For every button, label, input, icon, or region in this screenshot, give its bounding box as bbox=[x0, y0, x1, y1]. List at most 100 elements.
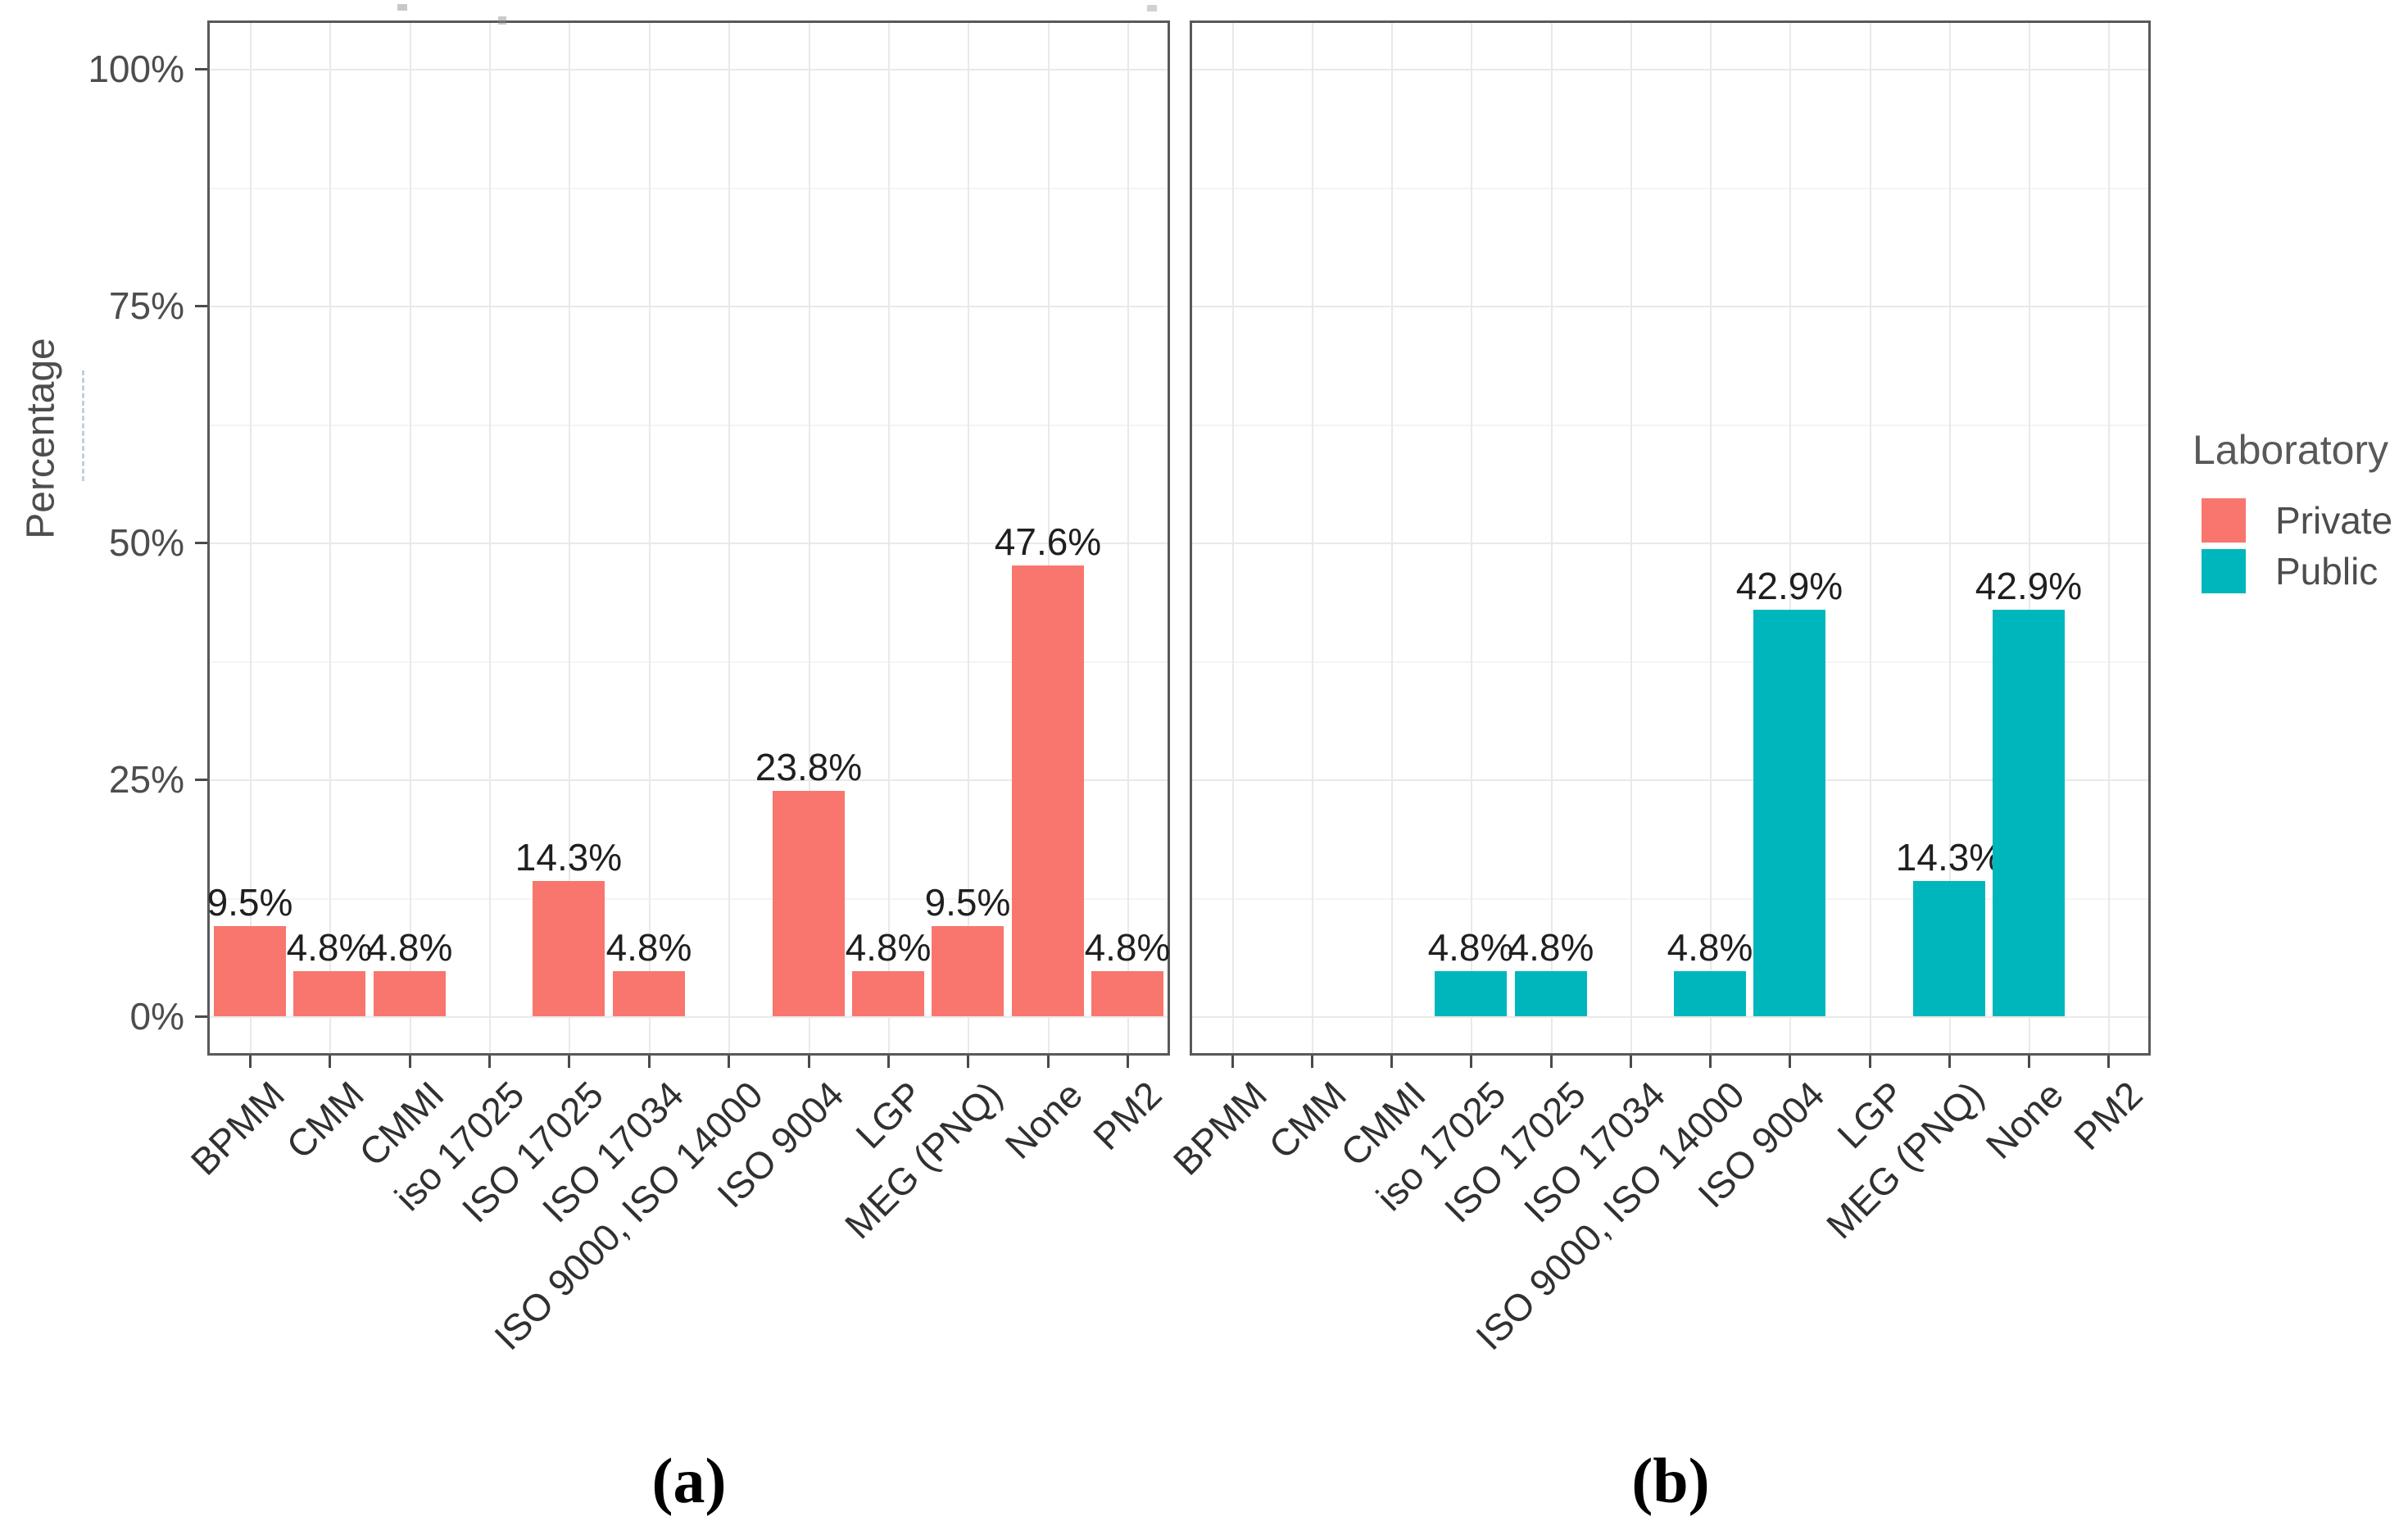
scan-artifact bbox=[397, 4, 407, 11]
bar-value-label: 4.8% bbox=[1427, 926, 1514, 969]
major-gridline bbox=[1192, 779, 2148, 781]
bar-value-label: 4.8% bbox=[845, 926, 932, 969]
x-axis-tick bbox=[409, 1056, 411, 1068]
legend-item-private: Private bbox=[2202, 498, 2408, 543]
minor-gridline bbox=[1192, 661, 2148, 663]
x-axis-tick bbox=[249, 1056, 252, 1068]
x-axis-tick bbox=[1709, 1056, 1712, 1068]
x-axis-label: BPMM bbox=[182, 1073, 293, 1183]
bar-value-label: 4.8% bbox=[286, 926, 373, 969]
scan-artifact bbox=[82, 370, 84, 481]
legend: Laboratory Private Public bbox=[2183, 426, 2408, 600]
category-gridline bbox=[1232, 23, 1234, 1053]
bar-private bbox=[214, 926, 286, 1016]
x-axis-tick bbox=[887, 1056, 890, 1068]
x-axis-tick bbox=[1869, 1056, 1871, 1068]
minor-gridline bbox=[210, 661, 1168, 663]
category-gridline bbox=[2108, 23, 2110, 1053]
panel-public: 4.8% 4.8% 4.8% 42.9% 14.3% 42.9% bbox=[1190, 20, 2151, 1056]
private-swatch-icon bbox=[2202, 498, 2246, 543]
x-axis-tick bbox=[2107, 1056, 2110, 1068]
scan-artifact bbox=[498, 16, 506, 25]
x-axis-label: None bbox=[1977, 1073, 2072, 1167]
x-axis-tick bbox=[1047, 1056, 1050, 1068]
caption-a: (a) bbox=[651, 1445, 727, 1516]
x-axis-label: BPMM bbox=[1164, 1073, 1276, 1183]
caption-b: (b) bbox=[1631, 1445, 1710, 1516]
major-gridline bbox=[1192, 1016, 2148, 1018]
minor-gridline bbox=[1192, 188, 2148, 189]
category-gridline bbox=[250, 23, 252, 1053]
category-gridline bbox=[1551, 23, 1553, 1053]
bar-private bbox=[1012, 565, 1084, 1016]
major-gridline bbox=[210, 306, 1168, 307]
category-gridline bbox=[1789, 23, 1791, 1053]
category-gridline bbox=[809, 23, 810, 1053]
bar-value-label: 14.3% bbox=[515, 836, 623, 879]
y-axis-tick bbox=[195, 1015, 207, 1018]
legend-item-public: Public bbox=[2202, 549, 2408, 593]
minor-gridline bbox=[1192, 898, 2148, 900]
category-gridline bbox=[1471, 23, 1472, 1053]
y-axis-tick bbox=[195, 305, 207, 307]
legend-title: Laboratory bbox=[2193, 427, 2389, 473]
bar-private bbox=[932, 926, 1004, 1016]
bar-value-label: 4.8% bbox=[605, 926, 692, 969]
x-axis-tick bbox=[808, 1056, 810, 1068]
bar-value-label: 42.9% bbox=[1975, 565, 2083, 607]
bar-public bbox=[1753, 610, 1825, 1016]
x-axis-tick bbox=[1390, 1056, 1393, 1068]
major-gridline bbox=[210, 543, 1168, 544]
x-axis-label: None bbox=[996, 1073, 1091, 1167]
bar-value-label: 9.5% bbox=[206, 881, 293, 924]
x-axis-tick bbox=[2028, 1056, 2030, 1068]
category-gridline bbox=[489, 23, 491, 1053]
x-axis-label: CMM bbox=[278, 1073, 373, 1167]
y-axis-label: 0% bbox=[129, 995, 184, 1038]
category-gridline bbox=[1710, 23, 1712, 1053]
category-gridline bbox=[1391, 23, 1393, 1053]
major-gridline bbox=[210, 69, 1168, 70]
category-gridline bbox=[888, 23, 890, 1053]
y-axis-tick bbox=[195, 542, 207, 544]
x-axis-tick bbox=[1231, 1056, 1234, 1068]
bar-value-label: 4.8% bbox=[366, 926, 453, 969]
public-swatch-icon bbox=[2202, 549, 2246, 593]
category-gridline bbox=[1127, 23, 1129, 1053]
x-axis-tick bbox=[967, 1056, 969, 1068]
bar-value-label: 4.8% bbox=[1084, 926, 1171, 969]
major-gridline bbox=[1192, 543, 2148, 544]
bar-private bbox=[852, 971, 924, 1016]
major-gridline bbox=[210, 779, 1168, 781]
x-axis-tick bbox=[1630, 1056, 1632, 1068]
major-gridline bbox=[210, 1016, 1168, 1018]
scan-artifact bbox=[1147, 5, 1157, 11]
bar-public bbox=[1913, 881, 1985, 1016]
bar-private bbox=[773, 791, 845, 1016]
x-axis-tick bbox=[1470, 1056, 1472, 1068]
x-axis-tick bbox=[728, 1056, 730, 1068]
bar-private bbox=[613, 971, 685, 1016]
bar-value-label: 4.8% bbox=[1508, 926, 1594, 969]
x-axis-tick bbox=[488, 1056, 491, 1068]
category-gridline bbox=[968, 23, 969, 1053]
category-gridline bbox=[1949, 23, 1951, 1053]
category-gridline bbox=[1630, 23, 1632, 1053]
x-axis-tick bbox=[1550, 1056, 1553, 1068]
category-gridline bbox=[728, 23, 730, 1053]
bar-public bbox=[1435, 971, 1507, 1016]
legend-label: Public bbox=[2275, 550, 2379, 593]
minor-gridline bbox=[210, 425, 1168, 426]
y-axis-tick bbox=[195, 68, 207, 70]
bar-public bbox=[1674, 971, 1746, 1016]
x-axis-tick bbox=[648, 1056, 651, 1068]
x-axis-tick bbox=[1789, 1056, 1791, 1068]
major-gridline bbox=[1192, 306, 2148, 307]
category-gridline bbox=[649, 23, 651, 1053]
bar-private bbox=[374, 971, 446, 1016]
category-gridline bbox=[569, 23, 570, 1053]
major-gridline bbox=[1192, 69, 2148, 70]
bar-private bbox=[533, 881, 605, 1016]
bar-value-label: 4.8% bbox=[1667, 926, 1753, 969]
